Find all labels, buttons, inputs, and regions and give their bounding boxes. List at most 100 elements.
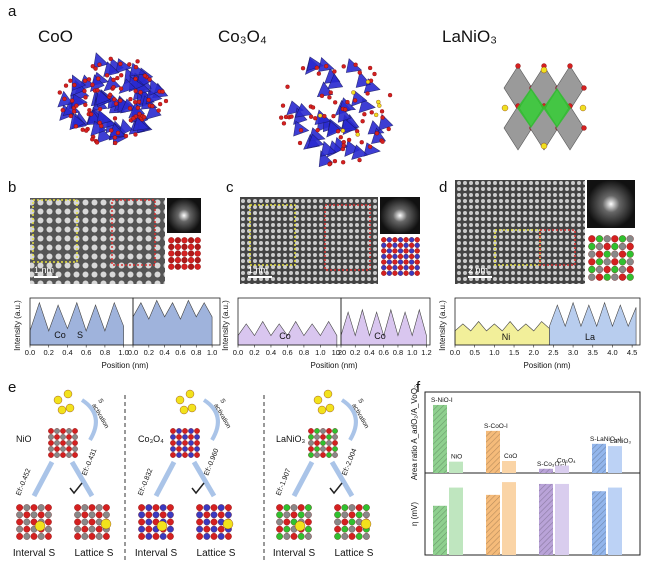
x-tick-label: 0.0 bbox=[450, 348, 460, 357]
atom bbox=[86, 77, 92, 82]
atom bbox=[626, 265, 634, 274]
x-tick-label: 1.2 bbox=[332, 348, 342, 357]
atom bbox=[326, 434, 332, 440]
annotation: S bbox=[77, 330, 83, 340]
atom bbox=[386, 237, 393, 243]
polyhedron bbox=[306, 133, 325, 149]
scale-label: 1 nm bbox=[34, 265, 54, 275]
atom bbox=[283, 504, 291, 511]
atom bbox=[131, 116, 136, 121]
atom bbox=[23, 518, 31, 526]
atom bbox=[160, 89, 165, 94]
atom bbox=[175, 395, 185, 405]
atom bbox=[170, 452, 176, 458]
atom bbox=[276, 533, 283, 540]
formation-energy: Ef:-2.004 bbox=[341, 448, 358, 477]
polyhedron bbox=[351, 144, 369, 160]
atom bbox=[322, 113, 327, 119]
atom bbox=[30, 533, 38, 540]
polyhedron bbox=[326, 120, 342, 138]
profile bbox=[237, 320, 338, 346]
atom bbox=[294, 520, 306, 532]
x-tick-label: 0.6 bbox=[379, 348, 389, 357]
atom bbox=[381, 253, 387, 260]
atom bbox=[48, 452, 54, 458]
atom bbox=[82, 78, 88, 83]
atom bbox=[138, 518, 145, 526]
atom bbox=[210, 504, 218, 511]
atom bbox=[357, 157, 362, 163]
atom bbox=[217, 525, 225, 533]
atom bbox=[308, 440, 314, 446]
atom bbox=[170, 428, 176, 434]
atom bbox=[588, 273, 596, 281]
atom bbox=[83, 102, 88, 108]
atom bbox=[362, 112, 367, 117]
check bbox=[191, 482, 205, 495]
atom bbox=[403, 253, 409, 260]
atom bbox=[626, 242, 634, 251]
atom bbox=[618, 265, 627, 274]
atom bbox=[157, 101, 163, 107]
atom bbox=[156, 520, 168, 532]
atom bbox=[298, 128, 304, 133]
atom bbox=[119, 73, 124, 78]
atom bbox=[334, 518, 341, 526]
atom bbox=[210, 518, 218, 526]
atom bbox=[95, 511, 103, 519]
atom bbox=[374, 112, 379, 118]
atom bbox=[626, 235, 634, 243]
atom bbox=[283, 518, 291, 526]
atom bbox=[66, 452, 72, 458]
atom bbox=[381, 264, 387, 271]
atom bbox=[603, 242, 611, 251]
atom bbox=[408, 259, 415, 265]
atom bbox=[320, 452, 326, 458]
bar-hatch bbox=[433, 404, 447, 473]
atom bbox=[88, 518, 96, 526]
atom bbox=[392, 259, 398, 265]
atom bbox=[280, 103, 286, 108]
roi-box bbox=[539, 229, 576, 266]
atom bbox=[87, 108, 92, 113]
atom bbox=[182, 452, 188, 458]
atom bbox=[340, 146, 346, 152]
atom bbox=[360, 119, 365, 124]
profile bbox=[132, 299, 213, 346]
atom bbox=[37, 533, 45, 540]
atom bbox=[145, 525, 153, 533]
atom bbox=[408, 253, 415, 260]
atom bbox=[222, 518, 234, 530]
x-tick-label: 0.8 bbox=[191, 348, 201, 357]
atom bbox=[194, 237, 201, 244]
atom bbox=[326, 452, 332, 458]
atom bbox=[225, 533, 232, 540]
atom bbox=[314, 428, 320, 434]
atom bbox=[314, 440, 320, 446]
atom bbox=[176, 440, 182, 446]
atom bbox=[320, 428, 326, 434]
x-tick-label: 0.2 bbox=[44, 348, 54, 357]
atom bbox=[355, 132, 360, 137]
atom bbox=[45, 525, 52, 533]
atom bbox=[305, 511, 312, 519]
x-tick-label: 0.0 bbox=[25, 348, 35, 357]
polyhedron bbox=[327, 73, 344, 90]
atom bbox=[326, 446, 332, 452]
atom bbox=[118, 98, 123, 103]
formation-energy: Ef:-0.960 bbox=[203, 448, 220, 477]
x-tick-label: 1.0 bbox=[118, 348, 128, 357]
atom bbox=[90, 82, 95, 87]
atom bbox=[167, 533, 174, 540]
plot-frame bbox=[454, 297, 641, 346]
x-tick-label: 0.6 bbox=[81, 348, 91, 357]
profile bbox=[549, 301, 637, 346]
atom bbox=[57, 405, 67, 415]
atom bbox=[104, 73, 110, 78]
atom bbox=[66, 434, 72, 440]
bar-label: CoO bbox=[504, 453, 517, 460]
x-axis-label: Position (nm) bbox=[101, 361, 148, 370]
atom bbox=[37, 511, 45, 519]
x-tick-label: 0.8 bbox=[100, 348, 110, 357]
formation-energy: Ef:-0.431 bbox=[81, 448, 98, 477]
